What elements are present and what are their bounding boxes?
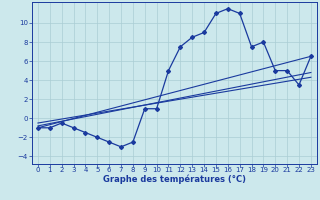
X-axis label: Graphe des températures (°C): Graphe des températures (°C) <box>103 175 246 184</box>
